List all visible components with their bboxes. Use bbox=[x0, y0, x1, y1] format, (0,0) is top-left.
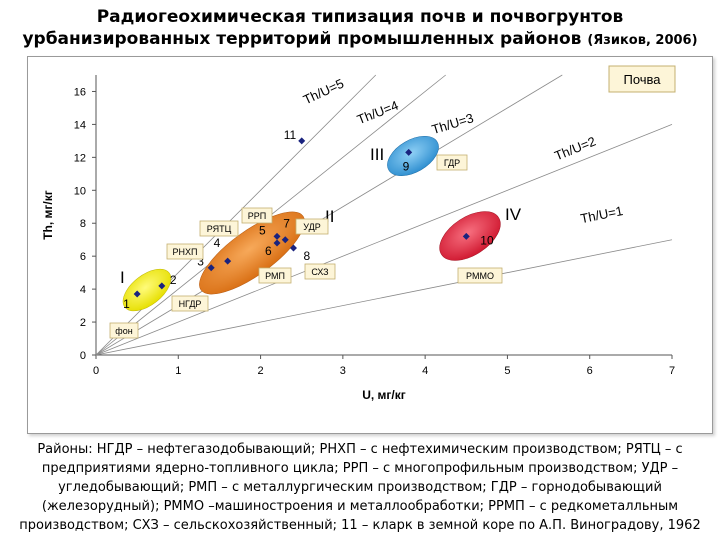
data-point-number: 8 bbox=[303, 249, 310, 263]
group-I-label: I bbox=[120, 268, 125, 287]
district-label: РМП bbox=[265, 271, 285, 281]
district-label: УДР bbox=[303, 222, 320, 232]
x-tick-label: 6 bbox=[587, 365, 593, 377]
y-tick-label: 4 bbox=[80, 284, 86, 296]
ratio-line-label: Th/U=3 bbox=[430, 110, 476, 137]
x-tick-label: 2 bbox=[258, 365, 264, 377]
data-point bbox=[298, 137, 306, 145]
chart-title: Радиогеохимическая типизация почв и почв… bbox=[0, 6, 720, 52]
data-point bbox=[207, 264, 215, 272]
y-tick-label: 12 bbox=[74, 152, 86, 164]
title-line-2: урбанизированных территорий промышленных… bbox=[0, 28, 720, 52]
district-label: РЯТЦ bbox=[207, 224, 232, 234]
legend-line: предприятиями ядерно-топливного цикла; Р… bbox=[41, 461, 679, 476]
y-tick-label: 0 bbox=[80, 350, 86, 362]
district-label-box bbox=[109, 322, 139, 339]
x-tick-label: 3 bbox=[340, 365, 346, 377]
district-label: ГДР bbox=[444, 158, 460, 168]
ratio-line bbox=[95, 124, 673, 356]
data-point bbox=[273, 239, 281, 247]
title-line-1: Радиогеохимическая типизация почв и почв… bbox=[96, 7, 624, 27]
district-label: НГДР bbox=[179, 299, 202, 309]
data-point-number: 5 bbox=[259, 223, 266, 237]
legend-line: (железорудный); РММО –машиностроения и м… bbox=[41, 499, 679, 514]
data-point bbox=[462, 232, 470, 240]
ratio-line-label: Th/U=5 bbox=[301, 76, 346, 108]
data-point-number: 1 bbox=[123, 297, 130, 311]
legend-box bbox=[608, 65, 676, 93]
x-tick-label: 4 bbox=[422, 365, 428, 377]
district-label-box bbox=[171, 295, 209, 312]
y-tick-label: 16 bbox=[74, 86, 86, 98]
district-label-box bbox=[199, 220, 239, 237]
data-point bbox=[133, 290, 141, 298]
data-point bbox=[273, 232, 281, 240]
y-tick-label: 8 bbox=[80, 218, 86, 230]
legend-line: угледобывающий; РМП – с металлургическим… bbox=[58, 480, 662, 495]
x-axis-label: U, мг/кг bbox=[362, 388, 406, 402]
data-point bbox=[224, 257, 232, 265]
legend-line: Районы: НГДР – нефтегазодобывающий; РНХП… bbox=[37, 442, 683, 457]
title-line-2-main: урбанизированных территорий промышленных… bbox=[22, 29, 582, 49]
ratio-line-label: Th/U=1 bbox=[579, 203, 624, 226]
title-reference: (Язиков, 2006) bbox=[587, 33, 698, 48]
y-tick-label: 14 bbox=[74, 119, 86, 131]
group-III-label: III bbox=[370, 145, 384, 164]
y-tick-label: 6 bbox=[80, 251, 86, 263]
district-label: фон bbox=[115, 326, 132, 336]
x-tick-label: 1 bbox=[175, 365, 181, 377]
y-tick-label: 10 bbox=[74, 185, 86, 197]
district-label: РРП bbox=[248, 211, 266, 221]
district-label-box bbox=[304, 263, 336, 280]
group-IV-ellipse bbox=[439, 211, 501, 261]
data-point bbox=[289, 244, 297, 252]
data-point-number: 9 bbox=[403, 159, 410, 173]
group-II-label: II bbox=[325, 207, 334, 226]
data-point bbox=[405, 148, 413, 156]
x-tick-label: 5 bbox=[504, 365, 510, 377]
group-III-ellipse bbox=[387, 136, 439, 176]
data-point-number: 4 bbox=[214, 236, 221, 250]
legend-box-label: Почва bbox=[623, 72, 661, 87]
district-label-box bbox=[241, 207, 273, 224]
x-tick-label: 7 bbox=[669, 365, 675, 377]
district-label: СХЗ bbox=[311, 267, 328, 277]
district-label-box bbox=[457, 267, 503, 284]
district-label-box bbox=[258, 267, 292, 284]
data-point-number: 7 bbox=[283, 217, 290, 231]
data-point-number: 10 bbox=[480, 233, 494, 247]
data-point-number: 2 bbox=[170, 273, 177, 287]
legend-line: производством; СХЗ – сельскохозяйственны… bbox=[19, 518, 701, 533]
district-label: РНХП bbox=[173, 247, 198, 257]
district-label-box bbox=[166, 243, 204, 260]
y-tick-label: 2 bbox=[80, 317, 86, 329]
data-point-number: 3 bbox=[197, 255, 204, 269]
district-legend: Районы: НГДР – нефтегазодобывающий; РНХП… bbox=[0, 440, 720, 535]
group-IV-label: IV bbox=[505, 205, 522, 224]
data-point bbox=[158, 282, 166, 290]
district-label: РММО bbox=[466, 271, 494, 281]
district-label-box bbox=[295, 218, 329, 235]
group-I-ellipse bbox=[122, 268, 172, 312]
data-point-number: 6 bbox=[265, 244, 272, 258]
y-axis-label: Th, мг/кг bbox=[41, 190, 55, 240]
ratio-line-label: Th/U=2 bbox=[552, 134, 597, 164]
district-label-box bbox=[436, 154, 468, 171]
x-tick-label: 0 bbox=[93, 365, 99, 377]
ratio-line-label: Th/U=4 bbox=[355, 98, 401, 128]
data-point-number: 11 bbox=[284, 128, 297, 142]
data-point bbox=[281, 236, 289, 244]
ratio-line bbox=[95, 239, 673, 356]
